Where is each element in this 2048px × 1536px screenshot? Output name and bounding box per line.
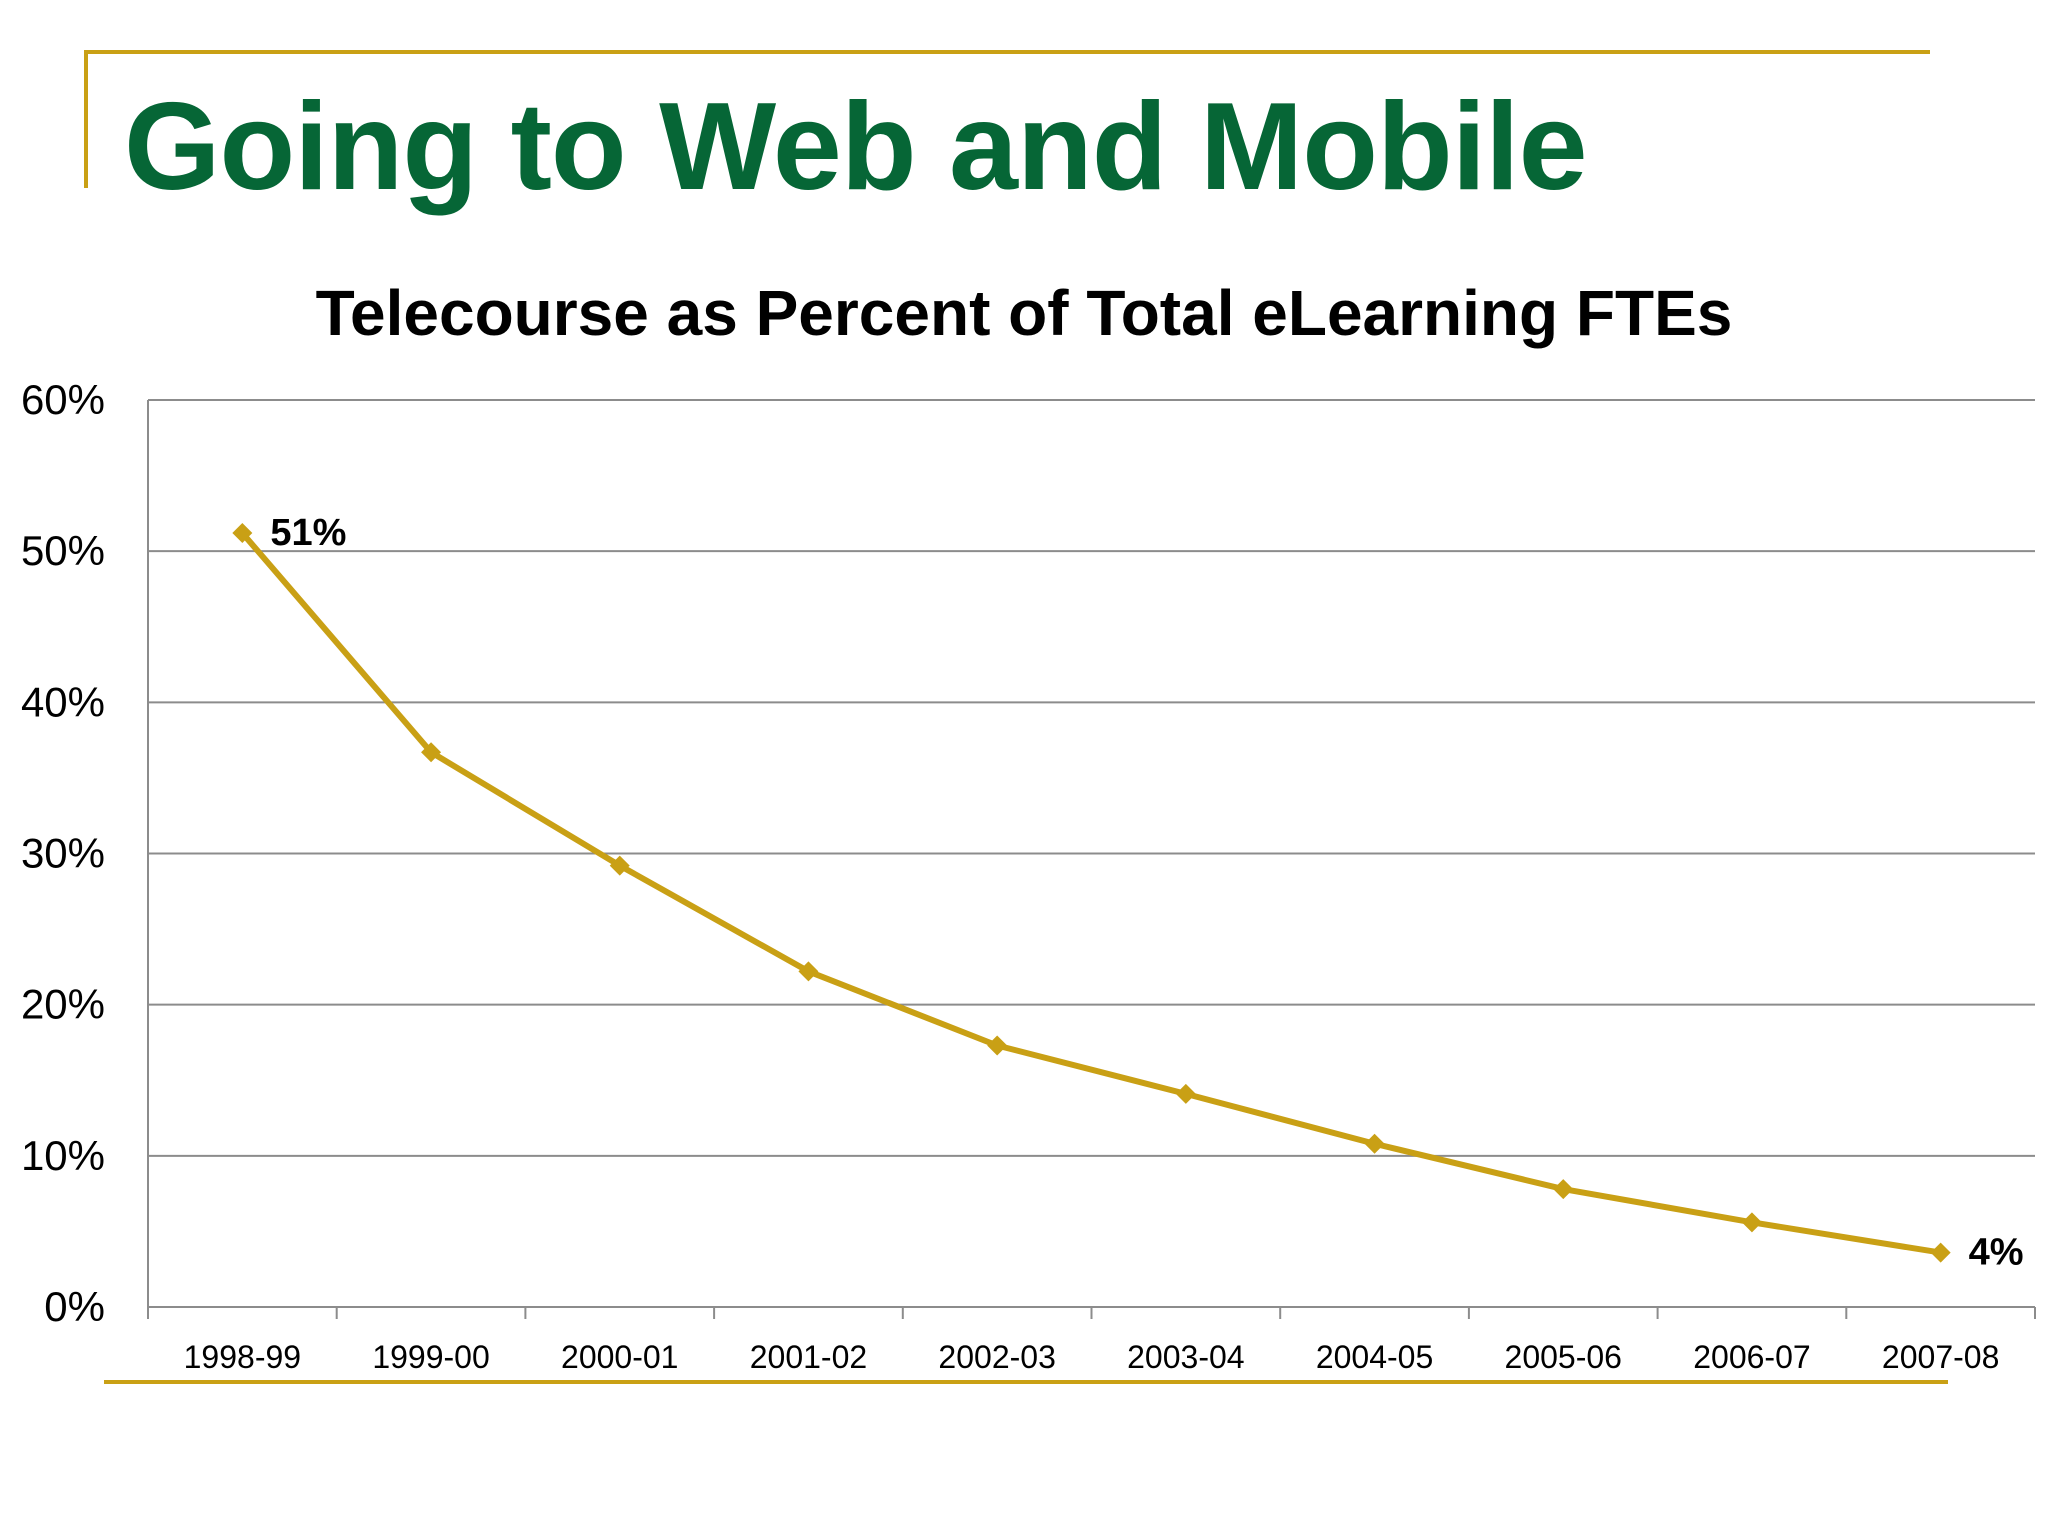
x-tick-label: 1999-00 xyxy=(372,1339,489,1375)
x-tick-label: 2003-04 xyxy=(1127,1339,1244,1375)
data-point-marker xyxy=(1175,1083,1196,1104)
data-point-marker xyxy=(1364,1133,1385,1154)
x-tick-label: 2007-08 xyxy=(1882,1339,1999,1375)
bottom-rule xyxy=(104,1380,1948,1384)
x-tick-label: 2005-06 xyxy=(1505,1339,1622,1375)
y-tick-label: 0% xyxy=(44,1283,105,1330)
y-tick-labels: 0% 10% 20% 30% 40% 50% 60% xyxy=(21,376,105,1330)
chart-title: Telecourse as Percent of Total eLearning… xyxy=(316,277,1733,349)
data-point-marker xyxy=(987,1035,1008,1056)
x-tick-labels: 1998-99 1999-00 2000-01 2001-02 2002-03 2003-… xyxy=(184,1339,2000,1375)
x-tick-label: 2002-03 xyxy=(938,1339,1055,1375)
title-top-rule xyxy=(84,50,1930,54)
series-line xyxy=(240,531,1942,1256)
data-label: 51% xyxy=(270,512,346,554)
y-tick-label: 20% xyxy=(21,981,105,1028)
y-tick-label: 60% xyxy=(21,376,105,423)
data-label: 4% xyxy=(1969,1232,2024,1274)
x-tick-label: 2006-07 xyxy=(1693,1339,1810,1375)
x-tick-label: 1998-99 xyxy=(184,1339,301,1375)
y-tick-label: 10% xyxy=(21,1132,105,1179)
y-tick-label: 40% xyxy=(21,678,105,725)
data-point-marker xyxy=(609,855,630,876)
title-left-rule xyxy=(84,50,88,188)
data-series xyxy=(232,523,1951,1263)
data-point-marker xyxy=(1930,1242,1951,1263)
data-point-marker xyxy=(798,961,819,982)
axes xyxy=(147,400,2036,1319)
x-tick-label: 2000-01 xyxy=(561,1339,678,1375)
data-point-marker xyxy=(1741,1212,1762,1233)
data-labels: 51% 4% xyxy=(270,512,2023,1274)
x-tick-label: 2001-02 xyxy=(750,1339,867,1375)
y-tick-label: 30% xyxy=(21,830,105,877)
data-point-marker xyxy=(232,523,253,544)
data-point-marker xyxy=(421,742,442,763)
gridlines xyxy=(148,399,2035,1157)
data-point-marker xyxy=(1553,1179,1574,1200)
x-tick-label: 2004-05 xyxy=(1316,1339,1433,1375)
slide-title: Going to Web and Mobile xyxy=(124,78,1588,216)
y-tick-label: 50% xyxy=(21,527,105,574)
